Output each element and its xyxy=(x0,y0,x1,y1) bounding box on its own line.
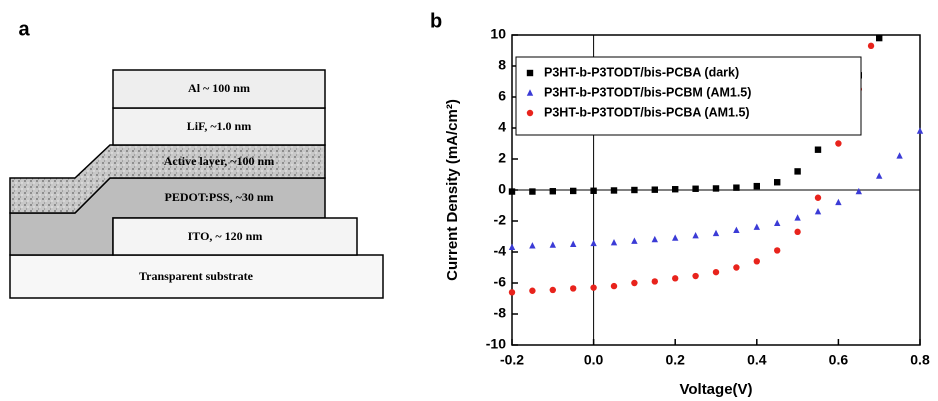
marker xyxy=(712,229,720,237)
marker xyxy=(916,127,924,134)
marker xyxy=(814,146,822,153)
legend-marker xyxy=(526,69,534,77)
marker xyxy=(508,243,516,251)
y-tick-label: 6 xyxy=(498,88,506,104)
marker xyxy=(733,226,740,233)
marker xyxy=(692,232,699,239)
legend-marker xyxy=(526,89,534,96)
marker xyxy=(774,179,781,186)
marker xyxy=(692,185,699,192)
marker xyxy=(835,198,842,206)
y-tick-label: 4 xyxy=(498,119,506,135)
marker xyxy=(774,219,781,227)
marker xyxy=(753,258,760,265)
marker xyxy=(855,187,862,195)
legend-label: P3HT-b-P3TODT/bis-PCBA (AM1.5) xyxy=(544,105,750,119)
marker xyxy=(590,239,597,247)
marker xyxy=(631,279,638,287)
layer-label: PEDOT:PSS, ~30 nm xyxy=(164,190,273,204)
marker xyxy=(896,152,903,159)
marker xyxy=(529,287,536,294)
substrate-layer xyxy=(9,254,384,299)
marker xyxy=(733,184,740,191)
x-tick-label: 0.2 xyxy=(665,352,685,368)
legend-label: P3HT-b-P3TODT/bis-PCBA (dark) xyxy=(544,65,739,79)
marker xyxy=(590,284,597,291)
y-tick-label: 8 xyxy=(498,57,506,73)
marker xyxy=(876,172,883,179)
x-tick-label: 0.0 xyxy=(584,352,604,368)
y-axis-label: Current Density (mA/cm²) xyxy=(444,99,461,281)
marker xyxy=(794,214,801,221)
marker xyxy=(651,278,658,285)
legend-label: P3HT-b-P3TODT/bis-PCBM (AM1.5) xyxy=(544,85,751,99)
marker xyxy=(590,187,597,194)
marker xyxy=(753,223,760,230)
x-axis-label: Voltage(V) xyxy=(679,381,752,398)
active-layer xyxy=(9,144,326,214)
marker xyxy=(814,194,822,201)
marker xyxy=(672,234,679,241)
layer-label: Al ~ 100 nm xyxy=(188,81,250,95)
y-tick-label: -4 xyxy=(494,243,507,259)
layer-label: Transparent substrate xyxy=(139,269,254,283)
y-tick-label: -6 xyxy=(494,274,507,290)
marker xyxy=(672,186,679,193)
ito-layer xyxy=(112,217,358,256)
x-tick-label: -0.2 xyxy=(500,352,524,368)
legend-marker xyxy=(526,109,534,117)
marker xyxy=(631,186,638,194)
marker xyxy=(794,168,801,175)
marker xyxy=(835,140,842,147)
marker xyxy=(529,242,536,249)
marker xyxy=(631,237,638,244)
marker xyxy=(529,188,536,195)
marker xyxy=(549,241,556,248)
y-tick-label: -10 xyxy=(486,336,506,352)
marker xyxy=(753,182,760,190)
marker xyxy=(692,272,699,280)
marker xyxy=(508,188,516,195)
marker xyxy=(712,185,720,192)
marker xyxy=(610,187,618,194)
marker xyxy=(549,188,556,195)
marker xyxy=(712,268,720,276)
marker xyxy=(570,187,577,195)
marker xyxy=(876,34,883,42)
y-tick-label: 10 xyxy=(490,26,506,42)
layer-label: ITO, ~ 120 nm xyxy=(188,229,263,243)
y-tick-label: -2 xyxy=(494,212,507,228)
x-tick-label: 0.8 xyxy=(910,352,930,368)
marker xyxy=(651,235,658,243)
lif-layer xyxy=(112,107,326,146)
marker xyxy=(508,289,516,296)
x-tick-label: 0.4 xyxy=(747,352,767,368)
marker xyxy=(610,282,618,290)
marker xyxy=(570,285,577,292)
marker xyxy=(867,42,875,50)
marker xyxy=(774,247,781,254)
x-tick-label: 0.6 xyxy=(829,352,849,368)
marker xyxy=(549,286,556,294)
y-tick-label: 2 xyxy=(498,150,506,166)
layer-label: LiF, ~1.0 nm xyxy=(187,119,251,133)
al-layer xyxy=(112,69,326,109)
panel-label: b xyxy=(430,10,442,32)
device-diagram: a Al ~ 100 nm LiF, ~1.0 nm Active layer,… xyxy=(9,18,384,299)
marker xyxy=(570,240,577,247)
y-tick-label: 0 xyxy=(498,181,506,197)
legend-box xyxy=(515,56,862,136)
marker xyxy=(651,186,658,193)
marker xyxy=(733,264,740,271)
marker xyxy=(610,239,618,246)
marker xyxy=(794,228,801,236)
panel-label: a xyxy=(18,18,30,40)
marker xyxy=(672,275,679,282)
marker xyxy=(814,208,822,215)
layer-label: Active layer, ~100 nm xyxy=(164,154,274,168)
y-tick-label: -8 xyxy=(494,305,507,321)
